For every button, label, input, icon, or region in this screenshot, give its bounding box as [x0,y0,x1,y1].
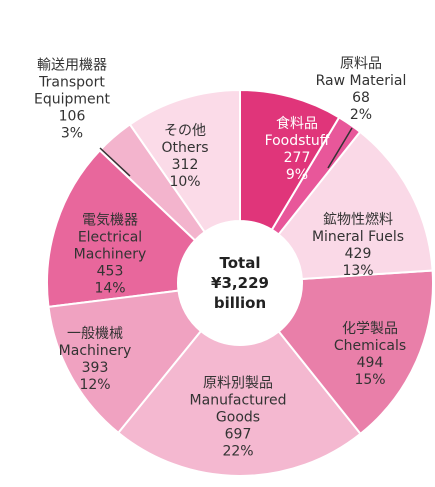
label-line: 68 [352,90,370,106]
label-line: 食料品 [276,116,318,132]
label-line: その他 [164,123,206,139]
label-line: Others [161,140,209,156]
label-line: 277 [283,150,311,166]
slice-label: 原料別製品 Manufactured Goods 697 22% [178,376,298,461]
center-line: ¥3,229 [211,274,269,292]
slice-label: 原料品 Raw Material 68 2% [301,56,421,124]
label-line: Mineral Fuels [311,229,405,245]
label-line: 312 [171,157,199,173]
label-line: 鉱物性燃料 [323,212,393,228]
label-line: 494 [356,355,384,371]
slice-label: 電気機器 Electrical Machinery 453 14% [60,213,160,298]
label-line: 原料品 [340,56,382,72]
label-line: 原料別製品 [203,375,273,392]
slice-label: 輸送用機器 Transport Equipment 106 3% [22,58,122,143]
label-line: 106 [58,108,86,125]
donut-slice [98,123,207,242]
label-line: 一般機械 [67,326,123,342]
label-line: 15% [354,372,386,388]
label-line: Foodstuff [264,133,330,149]
label-line: Transport Equipment [34,74,110,108]
donut-slice [47,289,203,435]
label-line: Electrical Machinery [73,229,147,263]
label-line: 13% [342,263,374,279]
label-line: 3% [60,125,84,142]
label-line: 429 [344,246,372,262]
label-line: 2% [349,107,373,123]
leader-line [327,127,353,169]
slice-label: 食料品 Foodstuff 277 9% [252,116,342,184]
label-line: Raw Material [315,73,407,89]
donut-slice [128,88,241,234]
label-line: 電気機器 [82,212,138,229]
donut-slice [116,329,362,477]
donut-slice [239,88,341,232]
slice-label: 化学製品 Chemicals 494 15% [315,321,425,389]
label-line: 14% [94,280,126,297]
label-line: 9% [285,167,309,183]
slice-label: 鉱物性燃料 Mineral Fuels 429 13% [293,212,423,280]
label-line: Machinery [58,343,132,359]
label-line: 453 [96,263,124,280]
label-line: Manufactured Goods [189,392,287,426]
slice-label: その他 Others 312 10% [140,123,230,191]
label-line: 輸送用機器 [37,57,107,74]
slice-label: 一般機械 Machinery 393 12% [40,326,150,394]
label-line: 12% [79,377,111,393]
label-line: 393 [81,360,109,376]
label-line: 10% [169,174,201,190]
center-line: billion [213,294,267,312]
donut-slice [277,269,434,436]
leader-line [99,147,131,177]
donut-slice [46,148,197,308]
label-line: 化学製品 [342,321,398,337]
center-line: Total [219,254,261,272]
label-line: Chemicals [333,338,407,354]
donut-slice [277,130,434,281]
label-line: 22% [222,443,254,460]
label-line: 697 [224,426,252,443]
center-label: Total ¥3,229 billion [211,253,269,313]
